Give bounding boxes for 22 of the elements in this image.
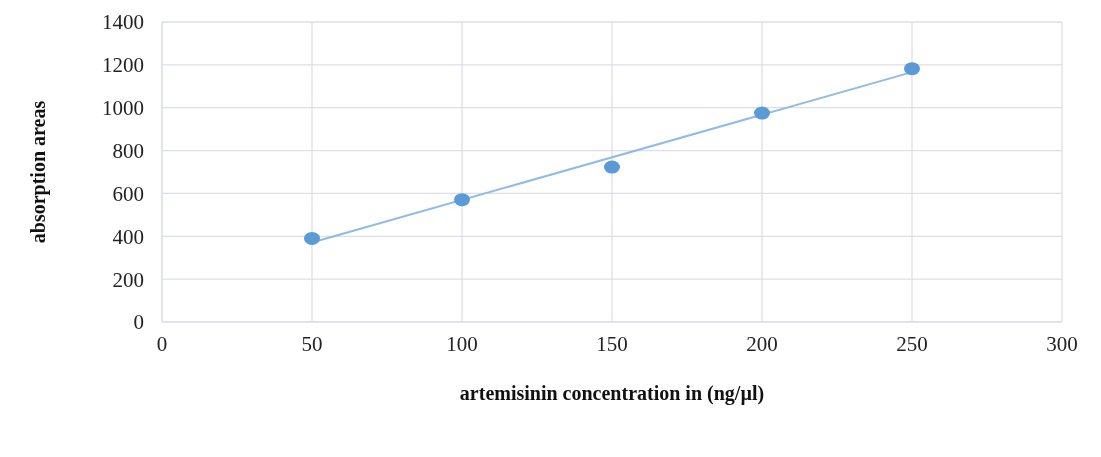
x-tick-label: 200 (746, 331, 778, 356)
y-tick-label: 1400 (102, 10, 144, 35)
y-tick-label: 1200 (102, 53, 144, 78)
point (304, 231, 320, 245)
point (604, 160, 620, 174)
x-tick-label: 250 (896, 331, 928, 356)
x-tick-label: 100 (446, 331, 478, 356)
point (754, 106, 770, 120)
y-tick-label: 200 (112, 267, 144, 292)
y-tick-label: 400 (112, 224, 144, 249)
point (904, 62, 920, 76)
x-axis-title: artemisinin concentration in (ng/µl) (459, 382, 765, 405)
y-axis-title: absorption areas (27, 100, 51, 244)
y-tick-label: 1000 (102, 96, 144, 121)
x-tick-label: 300 (1046, 331, 1078, 356)
x-tick-label: 0 (156, 331, 168, 356)
point (454, 193, 470, 207)
x-tick-label: 150 (596, 331, 628, 356)
y-tick-label: 0 (133, 310, 144, 335)
y-tick-label: 800 (112, 139, 144, 164)
x-tick-label: 50 (301, 331, 323, 356)
y-tick-label: 600 (112, 181, 144, 206)
